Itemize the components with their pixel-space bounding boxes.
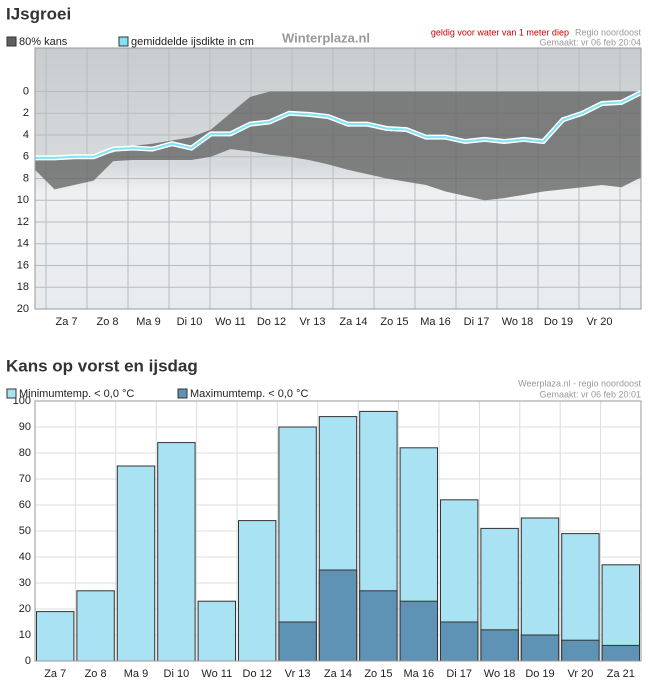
- legend-swatch: [6, 36, 17, 47]
- x-tick-label: Wo 18: [502, 316, 534, 328]
- plot-frame: [34, 400, 642, 662]
- bar: [480, 629, 519, 662]
- x-tick-label: Do 12: [257, 316, 286, 328]
- legend-swatch: [6, 388, 17, 399]
- legend-label: Maximumtemp. < 0,0 °C: [190, 388, 308, 400]
- bar: [399, 600, 439, 662]
- bar: [359, 590, 398, 662]
- bar: [116, 465, 156, 662]
- x-tick-label: Do 12: [243, 668, 272, 680]
- y-tick-label: 14: [17, 238, 29, 250]
- x-tick-label: Zo 8: [96, 316, 118, 328]
- chart-title: Kans op vorst en ijsdag: [6, 356, 198, 375]
- band-area: [35, 91, 641, 201]
- x-tick-label: Vr 20: [587, 316, 613, 328]
- x-tick-label: Ma 9: [136, 316, 160, 328]
- y-tick-label: 18: [17, 281, 29, 293]
- x-tick-label: Do 19: [525, 668, 554, 680]
- y-tick-label: 50: [19, 525, 31, 537]
- y-tick-label: 60: [19, 499, 31, 511]
- x-tick-label: Zo 15: [364, 668, 392, 680]
- x-tick-label: Za 14: [324, 668, 352, 680]
- y-tick-label: 6: [23, 151, 29, 163]
- x-tick-label: Vr 13: [300, 316, 326, 328]
- x-tick-label: Wo 18: [484, 668, 516, 680]
- y-tick-label: 0: [25, 655, 31, 667]
- x-tick-label: Di 17: [464, 316, 490, 328]
- y-tick-label: 0: [23, 85, 29, 97]
- bar: [36, 611, 75, 662]
- x-tick-label: Wo 11: [201, 668, 232, 680]
- chart-title: IJsgroei: [6, 4, 71, 23]
- y-tick-label: 10: [17, 194, 29, 206]
- bar: [318, 569, 358, 662]
- y-tick-label: 90: [19, 421, 31, 433]
- y-tick-label: 30: [19, 577, 31, 589]
- x-tick-label: Ma 16: [404, 668, 435, 680]
- bar: [278, 621, 317, 662]
- note: geldig voor water van 1 meter diep: [431, 27, 569, 37]
- y-tick-label: 12: [17, 216, 29, 228]
- y-tick-label: 20: [19, 603, 31, 615]
- bar: [197, 600, 237, 662]
- y-tick-label: 80: [19, 447, 31, 459]
- y-tick-label: 100: [13, 395, 31, 407]
- x-tick-label: Za 14: [339, 316, 367, 328]
- source: Weerplaza.nl - regio noordoost: [518, 378, 641, 388]
- x-tick-label: Di 17: [446, 668, 472, 680]
- legend-label: Minimumtemp. < 0,0 °C: [19, 388, 134, 400]
- created: Gemaakt: vr 06 feb 20:04: [539, 37, 641, 47]
- legend-label: gemiddelde ijsdikte in cm: [131, 36, 254, 48]
- bar: [76, 590, 115, 662]
- x-tick-label: Ma 9: [124, 668, 148, 680]
- created: Gemaakt: vr 06 feb 20:01: [539, 389, 641, 399]
- y-tick-label: 8: [23, 172, 29, 184]
- y-tick-label: 70: [19, 473, 31, 485]
- bar: [561, 639, 600, 662]
- x-tick-label: Ma 16: [420, 316, 451, 328]
- x-tick-label: Do 19: [544, 316, 573, 328]
- bar: [601, 644, 640, 662]
- x-tick-label: Vr 13: [285, 668, 311, 680]
- x-tick-label: Za 21: [607, 668, 635, 680]
- x-tick-label: Zo 8: [85, 668, 107, 680]
- bar: [238, 520, 277, 662]
- bar: [440, 621, 479, 662]
- bar: [157, 442, 196, 662]
- legend-swatch: [118, 36, 129, 47]
- x-tick-label: Di 10: [164, 668, 190, 680]
- x-tick-label: Di 10: [177, 316, 203, 328]
- plot-frame: [34, 47, 642, 310]
- x-tick-label: Za 7: [55, 316, 77, 328]
- region: Regio noordoost: [575, 27, 642, 37]
- watermark: Winterplaza.nl: [282, 30, 370, 45]
- x-tick-label: Za 7: [44, 668, 66, 680]
- legend-label: 80% kans: [19, 36, 68, 48]
- x-tick-label: Wo 11: [215, 316, 246, 328]
- y-tick-label: 16: [17, 259, 29, 271]
- y-tick-label: 20: [17, 303, 29, 315]
- y-tick-label: 40: [19, 551, 31, 563]
- y-tick-label: 4: [23, 129, 29, 141]
- legend-swatch: [177, 388, 188, 399]
- x-tick-label: Zo 15: [380, 316, 408, 328]
- line: [35, 91, 642, 159]
- bar: [520, 634, 560, 662]
- y-tick-label: 2: [23, 107, 29, 119]
- x-tick-label: Vr 20: [567, 668, 593, 680]
- y-tick-label: 10: [19, 629, 31, 641]
